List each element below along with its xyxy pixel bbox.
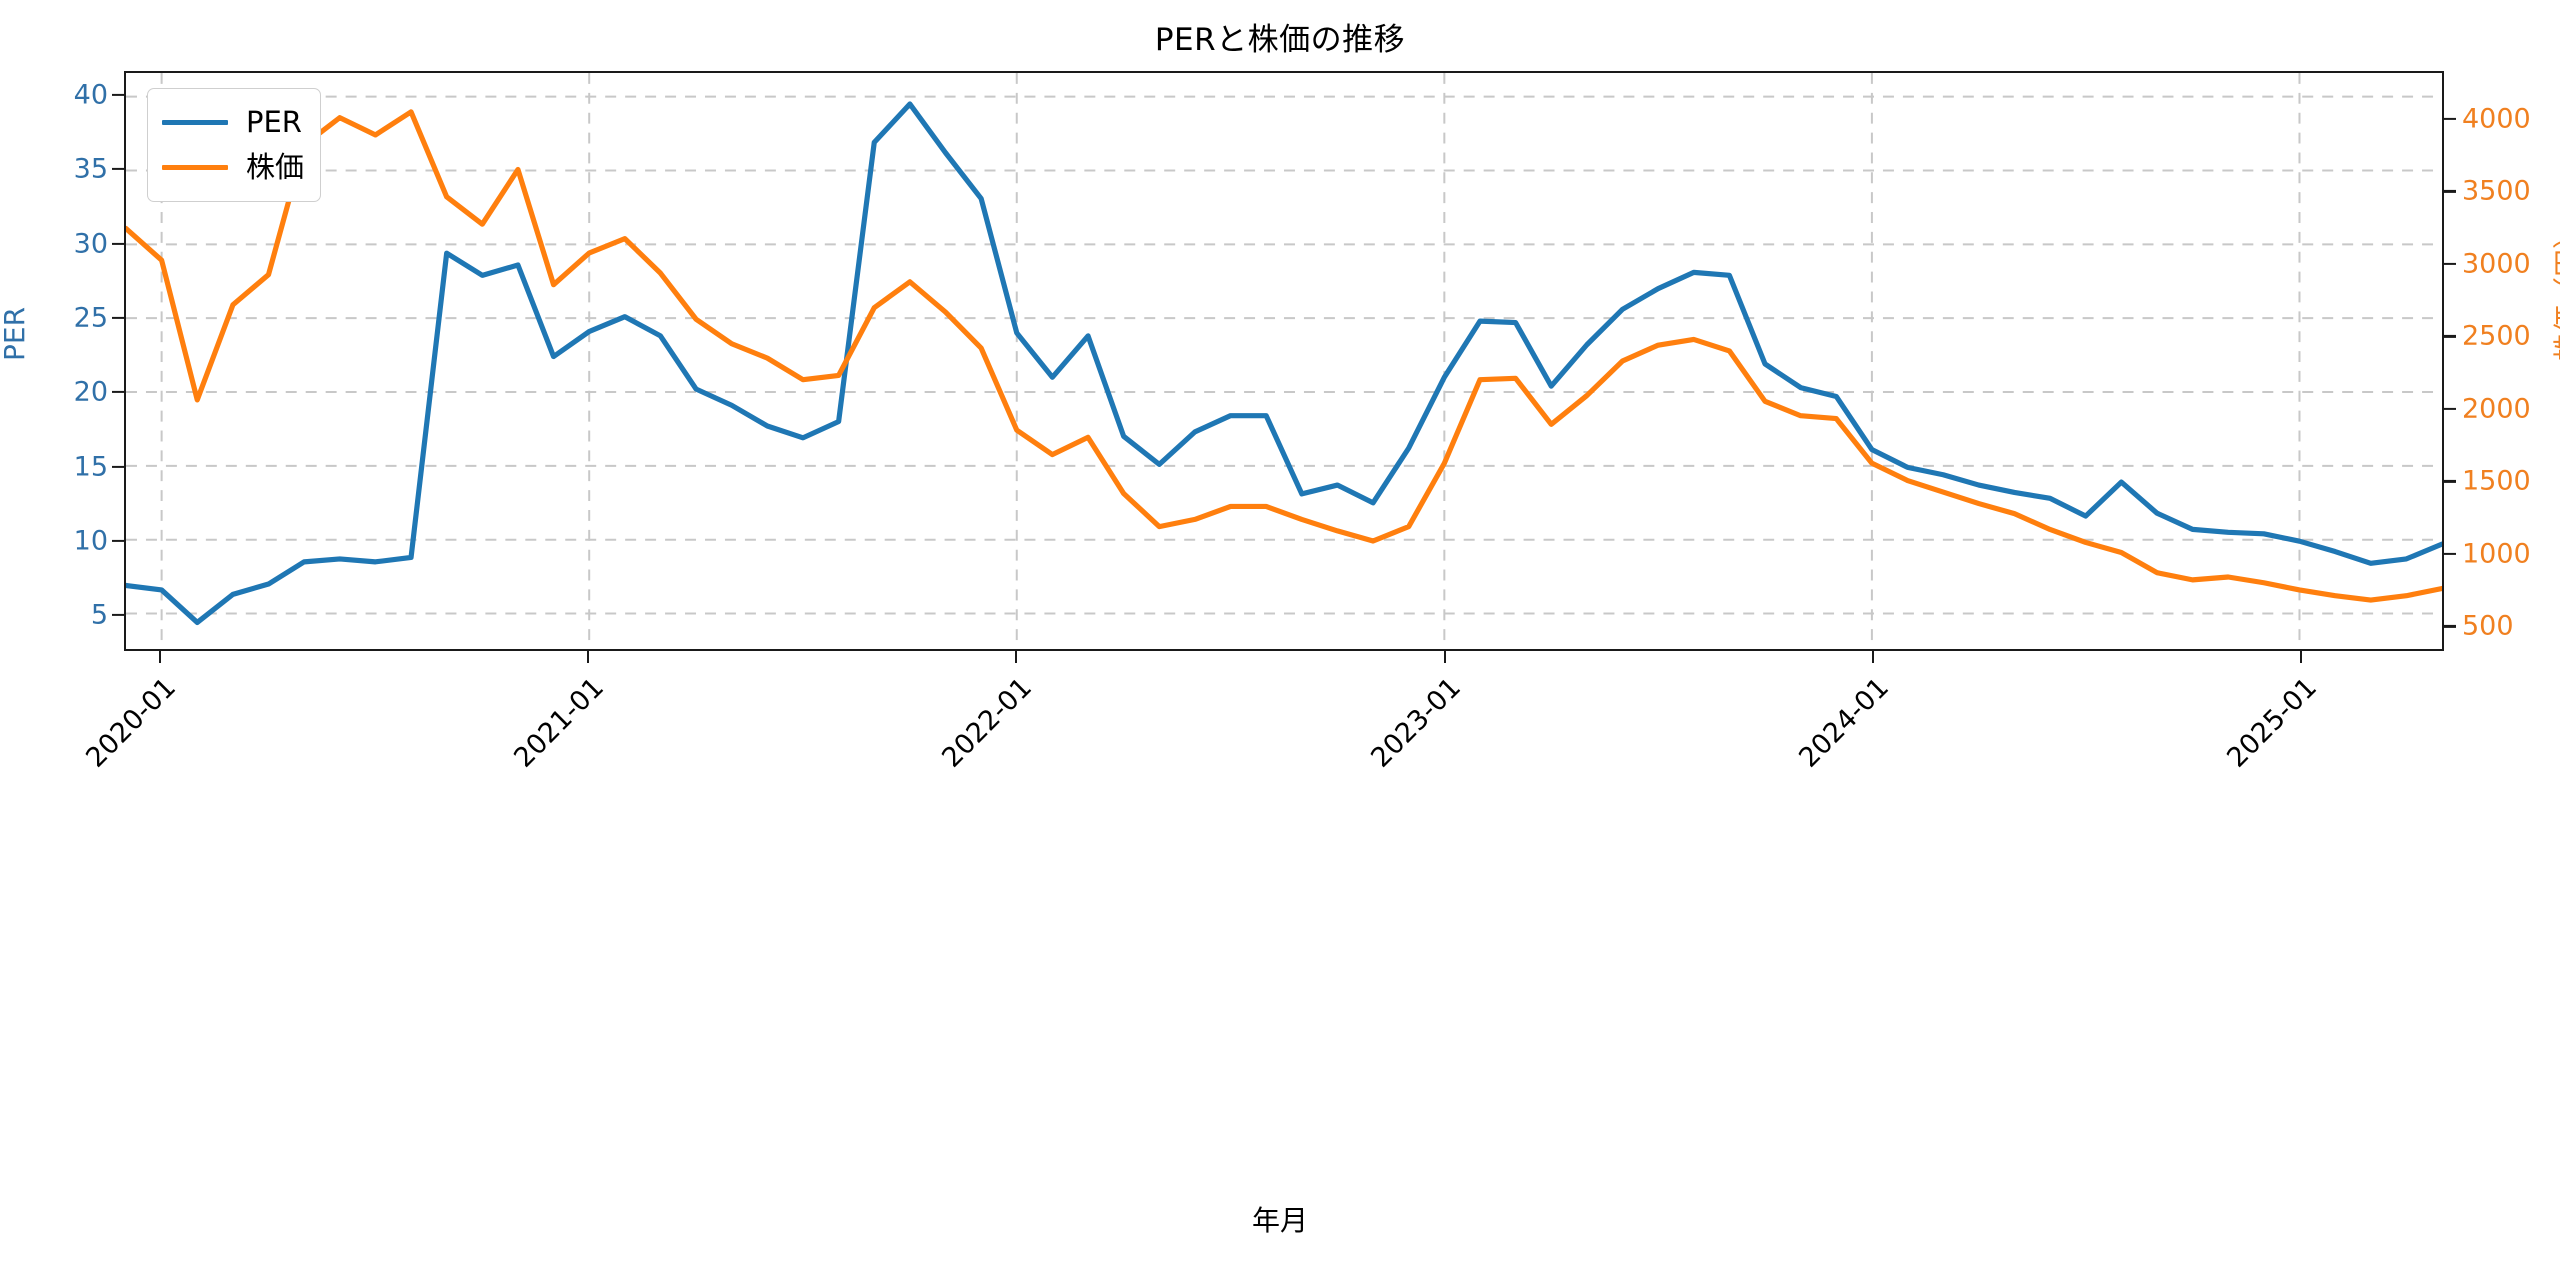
- y-axis-left-tick-mark: [112, 391, 124, 394]
- x-axis-tick-label: 2020-01: [79, 672, 182, 774]
- y-axis-right-tick-label: 1000: [2462, 538, 2531, 570]
- y-axis-left-tick-mark: [112, 242, 124, 245]
- x-axis-label: 年月: [1251, 1204, 1308, 1237]
- series-line-per: [126, 101, 2442, 625]
- y-axis-left-tick-label: 10: [73, 525, 108, 557]
- y-axis-left-tick-label: 5: [90, 599, 108, 631]
- y-axis-right-tick-label: 2000: [2462, 393, 2531, 425]
- y-axis-right-tick-mark: [2444, 552, 2456, 555]
- y-axis-right-tick-label: 1500: [2462, 465, 2531, 497]
- y-axis-right-tick-label: 3000: [2462, 248, 2531, 280]
- y-axis-left-tick-label: 15: [73, 451, 108, 483]
- legend-label-price: 株価: [246, 150, 305, 184]
- y-axis-left-tick-mark: [112, 539, 124, 543]
- x-axis-tick-label: 2022-01: [936, 672, 1039, 774]
- y-axis-left-tick-label: 40: [73, 79, 108, 111]
- legend-item-per[interactable]: PER: [162, 100, 304, 145]
- y-axis-left-tick-mark: [112, 168, 124, 171]
- x-axis-tick-label: 2025-01: [2221, 672, 2324, 774]
- y-axis-left-label: PER: [0, 306, 31, 361]
- y-axis-left-tick-mark: [112, 614, 124, 617]
- y-axis-right-tick-mark: [2444, 480, 2456, 483]
- y-axis-left-tick-label: 20: [73, 376, 108, 408]
- legend-label-per: PER: [246, 105, 302, 139]
- y-axis-right-tick-mark: [2444, 190, 2456, 193]
- y-axis-left-tick-mark: [112, 93, 124, 96]
- y-axis-right-tick-label: 3500: [2462, 175, 2531, 207]
- y-axis-left-tick-label: 25: [73, 302, 108, 334]
- x-axis-tick-label: 2023-01: [1364, 672, 1467, 774]
- y-axis-right-tick-mark: [2444, 262, 2456, 265]
- x-axis-tick-mark: [1015, 651, 1018, 663]
- grid-layer: [126, 73, 2442, 649]
- y-axis-right-tick-label: 500: [2462, 610, 2514, 642]
- x-axis-tick-mark: [1871, 651, 1874, 663]
- data-layer: [126, 101, 2442, 625]
- legend-item-price[interactable]: 株価: [162, 145, 304, 190]
- plot-area: [124, 71, 2444, 651]
- y-axis-left-tick-mark: [112, 465, 124, 468]
- y-axis-right-tick-label: 2500: [2462, 320, 2531, 352]
- y-axis-right-tick-mark: [2444, 407, 2456, 410]
- chart-title: PERと株価の推移: [1154, 22, 1406, 58]
- y-axis-right-tick-mark: [2444, 117, 2456, 120]
- x-axis-tick-mark: [1443, 651, 1446, 663]
- legend-swatch-price: [162, 164, 228, 171]
- y-axis-right-tick-mark: [2444, 335, 2456, 338]
- y-axis-left-tick-label: 30: [73, 228, 108, 259]
- y-axis-right-label: 株価（円）: [2551, 220, 2560, 361]
- series-line-price: [126, 109, 2442, 603]
- y-axis-right-tick-mark: [2444, 625, 2456, 628]
- x-axis-tick-label: 2021-01: [508, 672, 610, 774]
- legend-swatch-per: [162, 119, 228, 126]
- y-axis-left-tick-mark: [112, 316, 124, 319]
- x-axis-tick-mark: [586, 651, 590, 663]
- legend: PER 株価: [147, 88, 322, 202]
- y-axis-right-tick-label: 4000: [2462, 103, 2531, 135]
- x-axis-tick-mark: [158, 651, 161, 663]
- x-axis-tick-mark: [2300, 651, 2303, 663]
- x-axis-tick-label: 2024-01: [1793, 672, 1895, 774]
- y-axis-left-tick-label: 35: [73, 153, 108, 185]
